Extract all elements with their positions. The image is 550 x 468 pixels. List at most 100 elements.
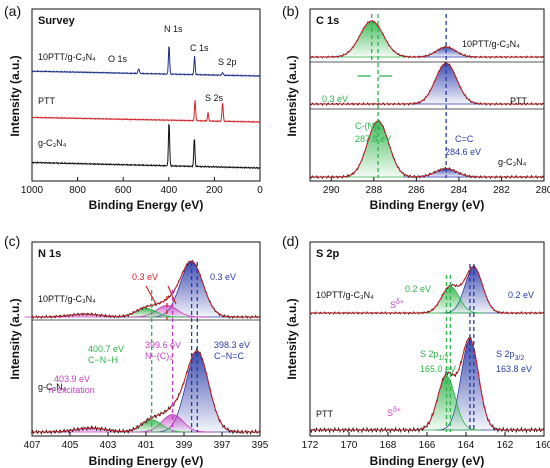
panel-d-title: S 2p [316,248,340,260]
x-tick-label: 168 [380,440,397,451]
panel-b-xlabel: Binding Energy (eV) [370,198,485,212]
panel-d-x-ticks: 172 170 168 166 164 162 160 [302,432,550,451]
panel-b-legend-ptt: PTT [510,96,528,106]
panel-a-annot-s2s: S 2s [205,93,224,103]
x-tick-label: 286 [408,185,425,196]
x-tick-label: 800 [69,185,86,196]
component-peak-1-0 [403,62,489,105]
x-tick-label: 407 [24,440,41,451]
panel-a-title: Survey [38,15,76,27]
x-tick-label: 170 [341,440,358,451]
panel-d: (d) S 2p 172 170 168 166 164 162 160 Binding E… [282,233,550,468]
panel-d-shift-green: 0.2 eV [405,284,431,294]
x-tick-label: 405 [62,440,79,451]
panel-d-legend-ptt: PTT [316,409,334,419]
panel-d-ylabel: Intensity (a.u.) [285,298,299,379]
panel-b-cn3-label: C-(N)₃ [355,121,381,131]
panel-c-x-ticks: 407 405 403 401 399 397 395 [24,432,269,451]
fit-envelope-1 [310,62,544,105]
x-tick-label: 284 [451,185,468,196]
panel-c-title: N 1s [38,248,61,260]
panel-b-title: C 1s [316,15,339,27]
panel-c-cnh-value: 400.7 eV [88,344,124,354]
panel-b-legend-composite: 10PTT/g-C₃N₄ [462,39,520,49]
x-tick-label: 282 [493,185,510,196]
x-tick-label: 401 [138,440,155,451]
raw-spectrum-2 [309,119,545,180]
fit-envelope-2 [310,120,544,178]
fit-envelope-0 [310,266,544,314]
panel-a-annot-s2p: S 2p [218,57,237,67]
panel-c-cnh-label: C−N−H [88,355,118,365]
x-tick-label: 162 [497,440,514,451]
x-tick-label: 200 [206,185,223,196]
panel-a-legend-ptt: PTT [38,96,56,106]
panel-a-annot-n1s: N 1s [164,24,183,34]
panel-c-legend-gcn: g-C₃N₄ [38,382,67,392]
x-tick-label: 166 [419,440,436,451]
panel-a-plot [31,46,261,170]
panel-b-shift-label: 0.3 eV [322,94,348,104]
panel-c-nc3-value: 399.6 eV [145,340,181,350]
panel-c-cnc-label: C−N=C [214,351,245,361]
panel-d-sdelta-top: Sδ+ [390,299,404,310]
arrow-c-red-1 [145,285,157,305]
panel-d-legend-composite: 10PTT/g-C₃N₄ [316,290,374,300]
panel-c-shift-blue: 0.3 eV [210,272,236,282]
panel-c-shift-red: 0.3 eV [132,272,158,282]
x-tick-label: 0 [257,185,263,196]
panel-a-frame [31,8,261,182]
guide-lines [145,14,475,432]
panel-c-nc3-label: N−(C)₃ [145,351,173,361]
x-tick-label: 399 [176,440,193,451]
panel-d-s2p32-value: 163.8 eV [496,364,532,374]
panel-c-cnc-value: 398.3 eV [214,340,250,350]
panel-d-sdelta-bottom: Sδ+ [387,407,401,418]
x-tick-label: 600 [115,185,132,196]
panel-b-ylabel: Intensity (a.u.) [285,55,299,136]
panel-c-ylabel: Intensity (a.u.) [8,298,22,379]
fit-envelope-0 [32,260,260,318]
x-tick-label: 400 [160,185,177,196]
panel-a: (a) Survey 1000 800 600 400 200 0 Binding Ene… [4,3,263,212]
panel-a-annot-o1s: O 1s [108,54,128,64]
x-tick-label: 290 [323,185,340,196]
panel-c-xlabel: Binding Energy (eV) [89,454,204,468]
fit-envelope-1 [32,350,260,433]
panel-c-pi-value: 403.9 eV [54,374,90,384]
x-tick-label: 403 [100,440,117,451]
fit-envelope-0 [310,20,544,58]
panel-b-cn3-value: 287.8 eV [355,134,391,144]
panel-d-s2p32-label: S 2p3/2 [496,349,524,362]
panel-b-letter: (b) [282,3,299,19]
x-tick-label: 288 [365,185,382,196]
panel-d-shift-blue: 0.2 eV [508,290,534,300]
panel-b: (b) C 1s 290 288 286 284 282 280 Binding Ener… [282,3,550,212]
x-tick-label: 395 [252,440,269,451]
panel-d-frame [309,241,545,437]
panel-c: (c) N 1s 407 405 403 401 399 397 395 Binding E… [4,233,269,468]
panel-a-annot-c1s: C 1s [190,43,209,53]
x-tick-label: 160 [536,440,550,451]
x-tick-label: 1000 [21,185,44,196]
panel-c-pi-label: π excitation [48,385,95,395]
panel-a-letter: (a) [4,3,21,19]
panel-d-s2p12-label: S 2p1/2 [420,349,448,362]
panel-d-s2p12-value: 165.0 eV [420,364,456,374]
survey-line-1 [31,100,261,124]
panel-b-x-ticks: 290 288 286 284 282 280 [323,177,550,196]
panel-a-legend-composite: 10PTT/g-C₃N₄ [38,52,96,62]
panel-b-legend-gcn: g-C₃N₄ [498,157,527,167]
panel-a-legend-gcn: g-C₃N₄ [38,138,67,148]
panel-a-xlabel: Binding Energy (eV) [89,198,204,212]
fit-envelope-1 [310,337,544,431]
panel-a-ylabel: Intensity (a.u.) [8,55,22,136]
survey-line-2 [31,123,261,170]
x-tick-label: 164 [458,440,475,451]
panel-d-xlabel: Binding Energy (eV) [370,454,485,468]
x-tick-label: 172 [302,440,319,451]
panel-d-letter: (d) [282,233,299,249]
arrow-c-red-2 [167,285,177,305]
panel-c-legend-composite: 10PTT/g-C₃N₄ [38,294,96,304]
